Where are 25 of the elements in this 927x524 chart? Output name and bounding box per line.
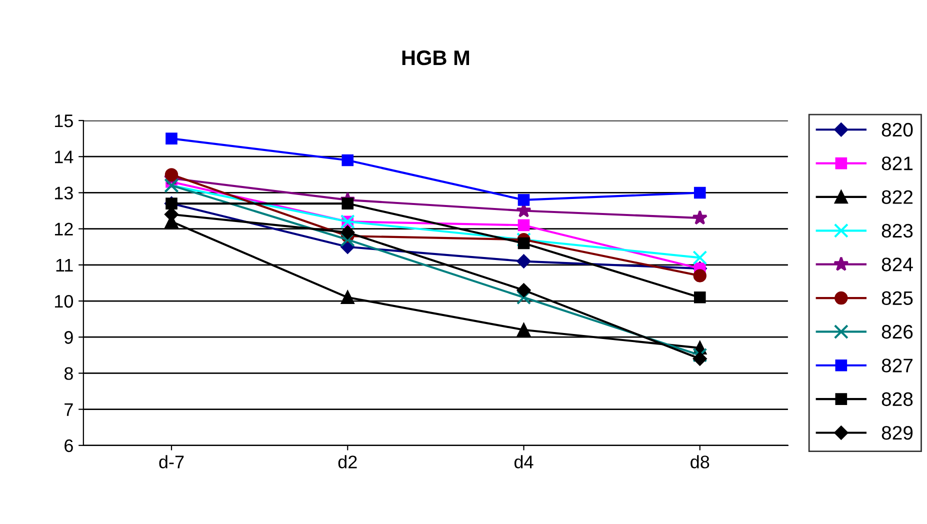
- x-tick-label: d2: [338, 455, 357, 468]
- legend-label: 825: [882, 291, 913, 306]
- x-tick-label: d8: [690, 455, 710, 468]
- legend-label: 827: [882, 358, 912, 372]
- y-tick-label: 9: [64, 331, 73, 344]
- y-tick-label: 6: [64, 439, 73, 452]
- y-tick-label: 8: [64, 367, 73, 380]
- legend-label: 829: [882, 426, 913, 440]
- legend-label: 826: [882, 324, 913, 339]
- y-tick-label: 10: [55, 294, 74, 308]
- legend-label: 820: [882, 122, 913, 137]
- x-tick-label: d4: [514, 455, 534, 468]
- legend-label: 823: [882, 224, 913, 238]
- legend-label: 821: [882, 156, 913, 170]
- y-tick-label: 15: [55, 114, 73, 128]
- y-tick-label: 13: [55, 186, 73, 200]
- legend-label: 822: [882, 190, 912, 204]
- y-tick-label: 11: [56, 259, 73, 272]
- chart-title: HGB M: [402, 50, 470, 66]
- legend-label: 828: [882, 392, 913, 406]
- x-tick-label: d-7: [159, 455, 184, 468]
- y-tick-label: 12: [55, 222, 73, 236]
- y-tick-label: 7: [64, 403, 73, 416]
- legend-label: 824: [882, 258, 913, 272]
- y-tick-label: 14: [55, 150, 74, 164]
